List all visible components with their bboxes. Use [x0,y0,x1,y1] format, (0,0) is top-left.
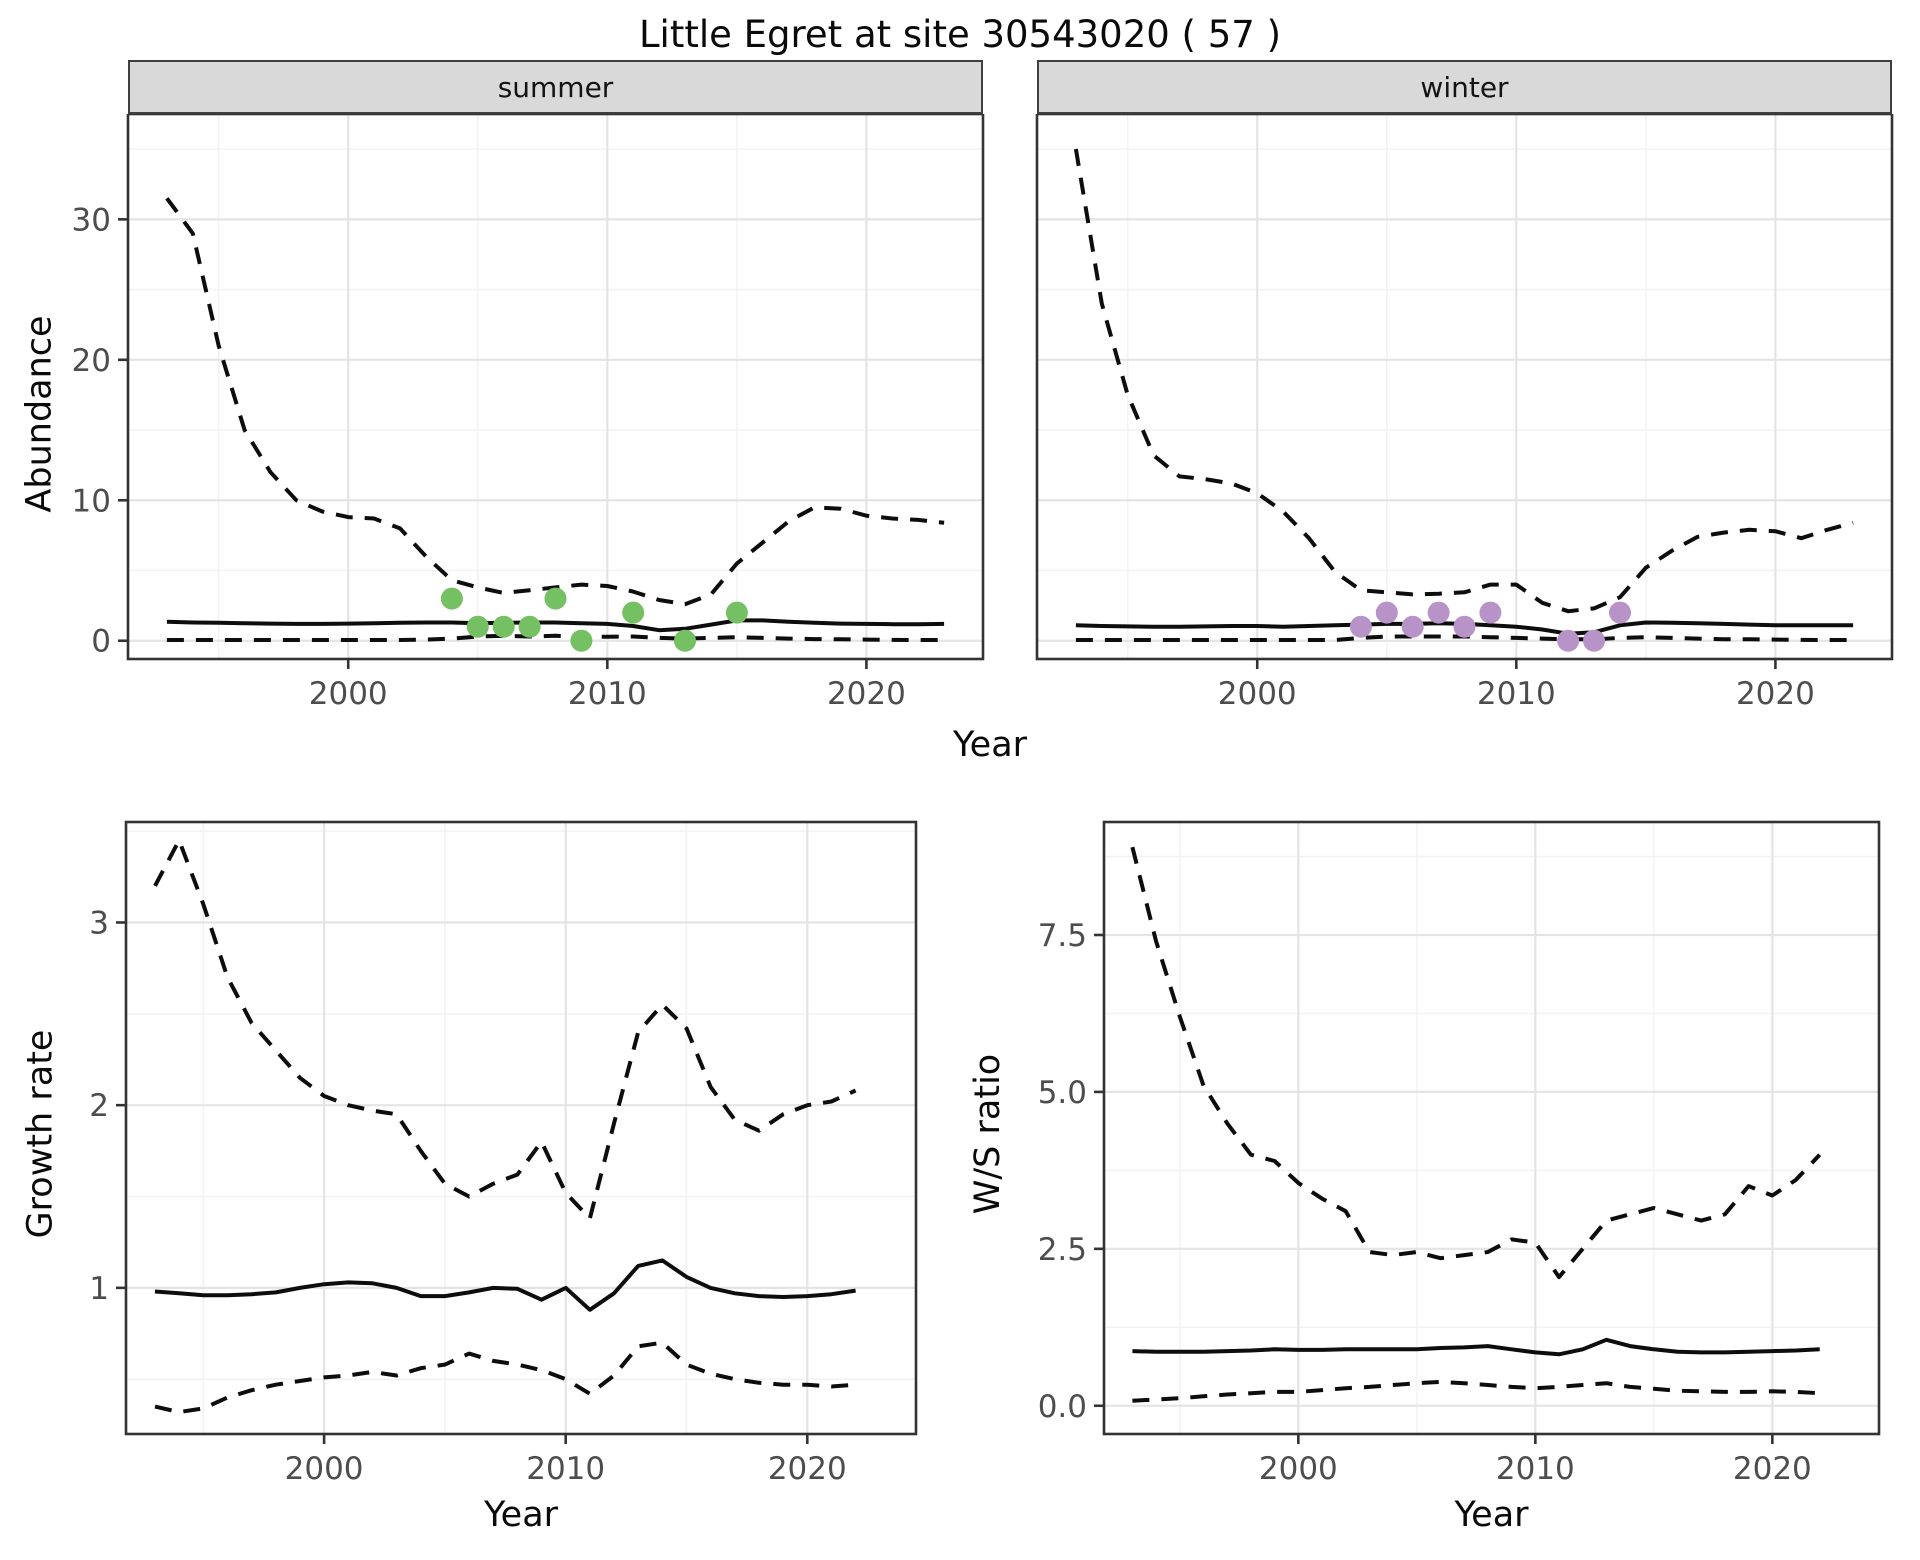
ci-line [1073,148,1854,614]
panel-border [1102,820,1881,1436]
facet-summer: summer 2000 2010 2020 0 10 20 30 [66,60,989,714]
ws-ratio-chart: 2000 2010 2020 0.0 2.5 5.0 7.5 [1038,820,1881,1487]
abundance-axis-title: Abundance [14,114,66,714]
y-tick-label: 7.5 [1038,918,1087,954]
panel-background [1037,114,1892,659]
rates-row: Growth rate 2000 2010 2020 1 2 3 Year W/S rat… [0,814,1920,1538]
data-point [725,601,748,624]
plot-title: Little Egret at site 30543020 ( 57 ) [638,13,1282,56]
data-point [1453,615,1476,638]
median-line [166,618,945,633]
y-tick-label: 30 [72,202,111,238]
facet-strip-winter-label: winter [1420,70,1509,104]
y-tick-label: 1 [89,1271,109,1307]
data-point [1427,601,1450,624]
x-tick-label: 2020 [768,1451,847,1487]
growth-axis-title-text: Growth rate [20,1029,60,1239]
data-point [1609,601,1631,624]
ws-ratio-block: 2000 2010 2020 0.0 2.5 5.0 7.5 Year [1014,814,1887,1538]
data-point [1375,601,1398,624]
x-tick-label: 2010 [526,1451,605,1487]
facet-winter: winter 2000 2010 2020 [1013,60,1898,714]
facet-strip-summer: summer [128,60,983,114]
data-point [1479,601,1502,624]
growth-rate-chart: 2000 2010 2020 1 2 3 [89,820,918,1487]
y-tick-label: 2 [89,1088,109,1124]
growth-x-axis-title: Year [483,1495,559,1535]
y-tick-label: 5.0 [1038,1075,1087,1111]
data-point [544,587,567,610]
x-tick-label: 2000 [309,676,388,712]
x-tick-label: 2020 [1733,1451,1812,1487]
growth-axis-title: Growth rate [14,814,66,1454]
data-point [518,615,541,638]
y-tick-label: 10 [72,483,111,519]
data-point [492,615,515,638]
facet-strip-winter: winter [1037,60,1892,114]
top-x-axis-title: Year [952,725,1028,765]
panel-border [126,114,985,661]
x-tick-label: 2010 [1496,1451,1575,1487]
data-point [1401,615,1424,638]
growth-rate-block: 2000 2010 2020 1 2 3 Year [66,814,922,1538]
winter-abundance-chart: 2000 2010 2020 [1035,114,1894,712]
abundance-axis-title-text: Abundance [20,315,60,513]
data-point [1583,629,1605,652]
abundance-row: Abundance summer 2000 2010 2020 0 10 20 30 win… [0,60,1920,714]
x-tick-label: 2020 [827,676,906,712]
panel-background [126,822,916,1434]
data-point [440,587,463,610]
ci-line [165,197,945,607]
x-tick-label: 2000 [285,1451,364,1487]
y-tick-label: 0 [91,624,111,660]
panel-border [1035,114,1894,661]
ws-x-axis-title: Year [1454,1495,1529,1535]
x-tick-label: 2010 [1477,676,1556,712]
data-point [674,629,696,652]
ci-line [166,633,945,642]
y-tick-label: 0.0 [1038,1389,1087,1425]
data-point [1557,629,1580,652]
ci-line [1130,846,1822,1280]
y-tick-label: 3 [89,905,109,941]
x-tick-label: 2020 [1736,676,1815,712]
ws-axis-title: W/S ratio [962,814,1014,1454]
data-point [466,615,489,638]
x-tick-label: 2010 [568,676,647,712]
panel-background [128,114,983,659]
summer-abundance-chart: 2000 2010 2020 0 10 20 30 [72,114,985,712]
panel-background [1104,822,1879,1434]
x-tick-label: 2000 [1218,676,1297,712]
ws-axis-title-text: W/S ratio [968,1053,1009,1215]
y-tick-label: 20 [72,343,111,379]
ci-line [154,1340,856,1415]
data-point [622,601,645,624]
data-point [570,629,593,652]
data-point [1349,615,1372,638]
y-tick-label: 2.5 [1038,1232,1087,1268]
panel-border [124,820,918,1436]
x-tick-label: 2000 [1259,1451,1338,1487]
median-line [154,1258,856,1312]
facet-strip-summer-label: summer [497,70,614,104]
median-line [1132,1337,1820,1357]
